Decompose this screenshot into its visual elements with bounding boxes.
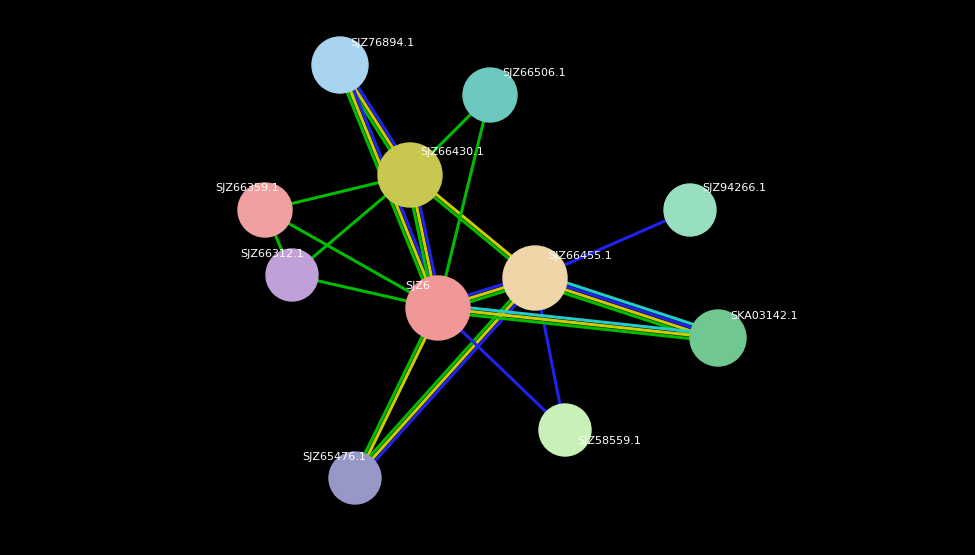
Circle shape [378, 143, 442, 207]
Text: SJZ66359.1: SJZ66359.1 [215, 183, 279, 193]
Circle shape [329, 452, 381, 504]
Circle shape [266, 249, 318, 301]
Text: SJZ76894.1: SJZ76894.1 [350, 38, 414, 48]
Circle shape [503, 246, 567, 310]
Text: SJZ66312.1: SJZ66312.1 [240, 249, 304, 259]
Circle shape [238, 183, 292, 237]
Text: SJZ66506.1: SJZ66506.1 [502, 68, 566, 78]
Circle shape [690, 310, 746, 366]
Text: SKA03142.1: SKA03142.1 [730, 311, 798, 321]
Text: SJZ65476.1: SJZ65476.1 [302, 452, 366, 462]
Circle shape [406, 276, 470, 340]
Text: SJZ66430.1: SJZ66430.1 [420, 147, 484, 157]
Circle shape [463, 68, 517, 122]
Circle shape [664, 184, 716, 236]
Text: SJZ58559.1: SJZ58559.1 [577, 436, 641, 446]
Circle shape [312, 37, 368, 93]
Text: SJZ6: SJZ6 [405, 281, 430, 291]
Text: SJZ66455.1: SJZ66455.1 [548, 251, 611, 261]
Circle shape [539, 404, 591, 456]
Text: SJZ94266.1: SJZ94266.1 [702, 183, 766, 193]
